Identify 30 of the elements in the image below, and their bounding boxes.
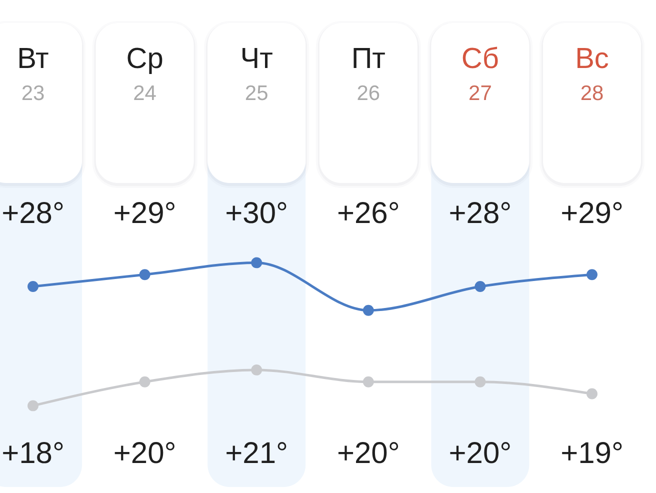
category-label: Пт 26 <box>351 43 386 105</box>
category-label: Сб 27 <box>461 43 499 105</box>
data-label: +28° <box>2 197 64 230</box>
point <box>362 304 374 316</box>
data-label: +20° <box>336 437 400 470</box>
point <box>251 257 262 268</box>
data-label: +21° <box>225 437 288 470</box>
point <box>251 364 262 376</box>
data-label: +29° <box>113 197 176 230</box>
data-label: +29° <box>560 197 624 230</box>
point <box>362 376 374 388</box>
point <box>28 400 38 412</box>
data-label: +30° <box>225 197 288 230</box>
data-label: +28° <box>448 197 512 230</box>
category-label: Ср 24 <box>126 43 164 105</box>
data-label: +18° <box>2 437 64 470</box>
data-label: +20° <box>113 437 176 470</box>
data-label: +19° <box>560 437 624 470</box>
category-label: Чт 25 <box>240 43 273 105</box>
point <box>474 281 486 292</box>
point <box>474 376 486 388</box>
category-label: Вс 28 <box>575 43 609 105</box>
point <box>28 281 38 292</box>
point <box>139 269 150 280</box>
point <box>139 376 150 388</box>
point <box>586 388 598 400</box>
category-label: Вт 23 <box>17 43 49 105</box>
data-label: +26° <box>336 197 400 230</box>
point <box>586 269 598 280</box>
data-label: +20° <box>448 437 512 470</box>
